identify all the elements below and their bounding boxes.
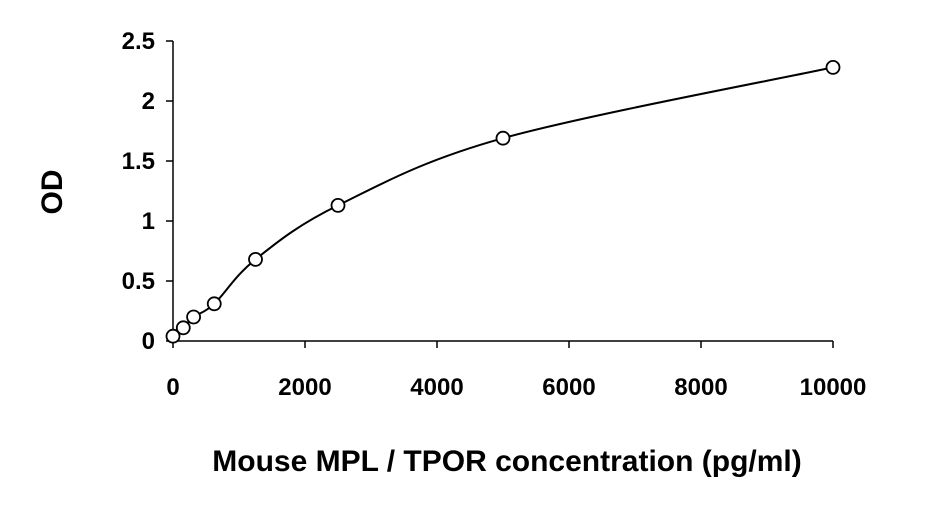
y-axis-ticks: 0 0.5 1 1.5 2 2.5: [122, 28, 173, 355]
x-tick-label: 8000: [674, 374, 727, 401]
data-point-marker: [330, 197, 346, 213]
data-point-marker: [248, 251, 263, 267]
y-tick-label: 2.5: [122, 28, 155, 55]
data-point-marker: [165, 328, 181, 344]
data-point-marker: [175, 320, 191, 336]
x-axis-ticks: 0 2000 4000 6000 8000 10000: [166, 341, 866, 401]
x-tick-label: 4000: [410, 374, 463, 401]
data-point-marker: [206, 296, 222, 312]
x-tick-label: 2000: [278, 374, 331, 401]
y-tick-label: 0.5: [122, 268, 155, 295]
y-axis-title: OD: [36, 170, 69, 215]
x-tick-label: 10000: [800, 374, 867, 401]
x-tick-label: 0: [166, 374, 179, 401]
data-point-marker: [186, 309, 201, 325]
x-axis-title: Mouse MPL / TPOR concentration (pg/ml): [212, 445, 801, 478]
y-tick-label: 2: [142, 88, 155, 115]
x-tick-label: 6000: [542, 374, 595, 401]
y-tick-label: 1.5: [122, 148, 155, 175]
y-tick-label: 1: [142, 208, 155, 235]
data-points: [165, 60, 841, 344]
data-point-marker: [825, 60, 841, 75]
fitted-curve: [172, 66, 834, 337]
data-point-marker: [495, 130, 511, 146]
y-tick-label: 0: [142, 328, 155, 355]
